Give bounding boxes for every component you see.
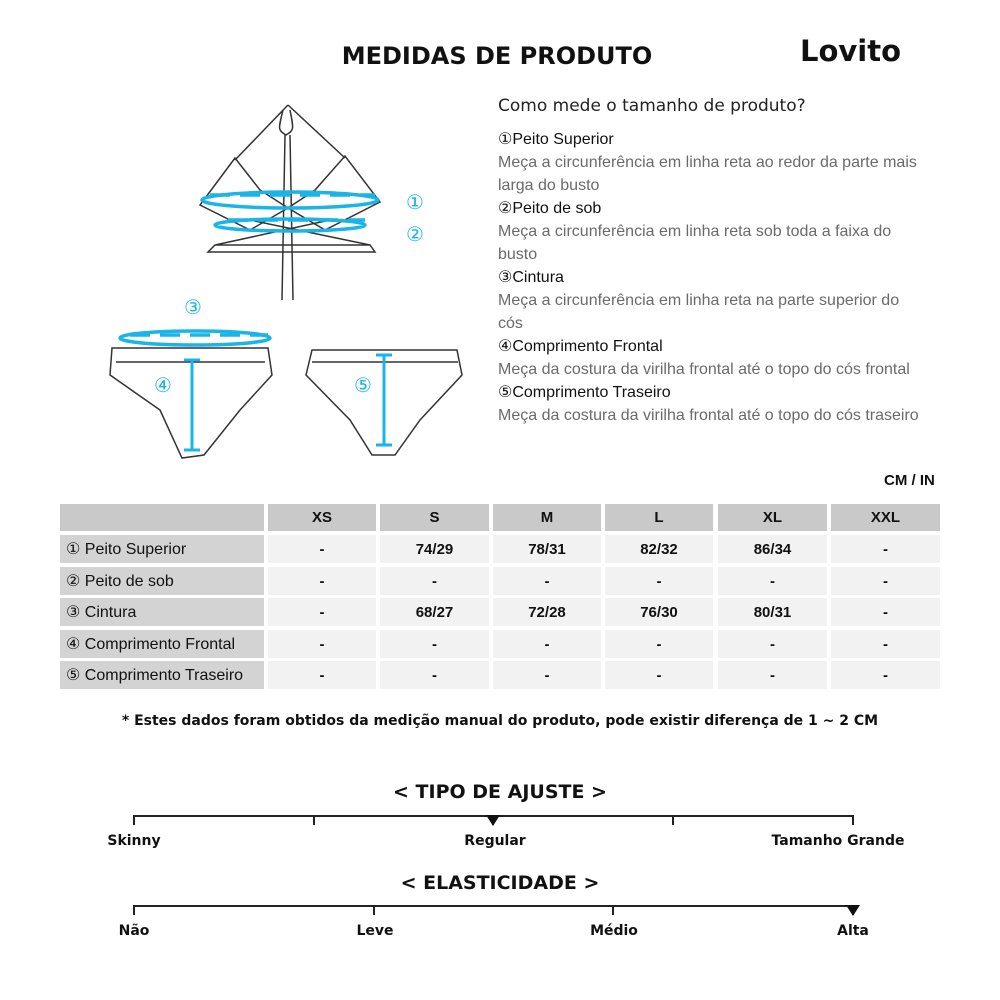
- elasticity-tick: [612, 905, 614, 915]
- table-header-size: L: [605, 504, 713, 531]
- table-row-label: ① Peito Superior: [60, 535, 264, 563]
- elasticity-label-medium: Médio: [590, 923, 638, 939]
- table-cell: -: [718, 567, 827, 595]
- table-cell: 76/30: [605, 598, 713, 626]
- fit-tick: [313, 815, 315, 825]
- unit-label: CM / IN: [884, 472, 935, 489]
- elasticity-selected-marker-icon: [846, 905, 860, 916]
- guide-item-name: ③Cintura: [498, 269, 564, 286]
- table-row-label: ③ Cintura: [60, 598, 264, 626]
- table-cell: 74/29: [380, 535, 489, 563]
- table-cell: -: [831, 598, 940, 626]
- fit-label-skinny: Skinny: [107, 833, 161, 849]
- measurement-lines: [118, 190, 392, 452]
- table-cell: -: [831, 567, 940, 595]
- table-cell: -: [718, 630, 827, 658]
- table-cell: -: [831, 535, 940, 563]
- fit-tick: [672, 815, 674, 825]
- table-header-size: XL: [718, 504, 827, 531]
- guide-item-desc: Meça a circunferência em linha reta ao r…: [498, 154, 917, 194]
- table-cell: -: [268, 598, 376, 626]
- table-cell: -: [380, 661, 489, 689]
- table-cell: 72/28: [493, 598, 601, 626]
- table-cell: -: [268, 535, 376, 563]
- table-cell: -: [380, 567, 489, 595]
- table-header-size: S: [380, 504, 489, 531]
- marker-4: ④: [154, 373, 172, 397]
- guide-item-desc: Meça a circunferência em linha reta na p…: [498, 292, 900, 332]
- elasticity-label-light: Leve: [356, 923, 394, 939]
- table-cell: 82/32: [605, 535, 713, 563]
- marker-2: ②: [406, 222, 424, 246]
- table-row-label: ⑤ Comprimento Traseiro: [60, 661, 264, 689]
- bikini-top-illustration: [198, 104, 382, 301]
- table-cell: 78/31: [493, 535, 601, 563]
- measurement-note: * Estes dados foram obtidos da medição m…: [121, 713, 879, 729]
- guide-item-desc: Meça da costura da virilha frontal até o…: [498, 407, 919, 424]
- fit-selected-marker-icon: [486, 815, 500, 826]
- table-cell: -: [493, 567, 601, 595]
- elasticity-label-high: Alta: [837, 923, 869, 939]
- fit-label-plus: Tamanho Grande: [771, 833, 905, 849]
- table-cell: -: [718, 661, 827, 689]
- elasticity-label-none: Não: [118, 923, 150, 939]
- table-cell: 86/34: [718, 535, 827, 563]
- table-cell: -: [380, 630, 489, 658]
- table-row-label: ② Peito de sob: [60, 567, 264, 595]
- table-header-size: XS: [268, 504, 376, 531]
- elasticity-scale-line: [134, 905, 854, 907]
- table-cell: 80/31: [718, 598, 827, 626]
- guide-item-desc: Meça a circunferência em linha reta sob …: [498, 223, 892, 263]
- guide-item-name: ②Peito de sob: [498, 200, 602, 217]
- marker-3: ③: [184, 295, 202, 319]
- table-cell: 68/27: [380, 598, 489, 626]
- table-cell: -: [268, 567, 376, 595]
- table-row-label: ④ Comprimento Frontal: [60, 630, 264, 658]
- table-cell: -: [831, 630, 940, 658]
- guide-item-desc: Meça da costura da virilha frontal até o…: [498, 361, 910, 378]
- measurement-diagram: ① ② ③ ④ ⑤: [109, 104, 463, 459]
- guide-item-name: ①Peito Superior: [498, 131, 614, 148]
- fit-tick: [852, 815, 854, 825]
- fit-tick: [133, 815, 135, 825]
- table-cell: -: [268, 661, 376, 689]
- table-cell: -: [493, 630, 601, 658]
- guide-item-name: ⑤Comprimento Traseiro: [498, 384, 671, 401]
- table-cell: -: [605, 567, 713, 595]
- marker-5: ⑤: [354, 373, 372, 397]
- table-header-corner: [60, 504, 264, 531]
- measurement-guide: ①Peito Superior Meça a circunferência em…: [498, 128, 928, 427]
- elasticity-title: < ELASTICIDADE >: [400, 872, 600, 894]
- marker-1: ①: [406, 190, 424, 214]
- table-cell: -: [831, 661, 940, 689]
- table-header-size: M: [493, 504, 601, 531]
- table-header-size: XXL: [831, 504, 940, 531]
- fit-label-regular: Regular: [464, 833, 526, 849]
- guide-item-name: ④Comprimento Frontal: [498, 338, 663, 355]
- table-cell: -: [605, 630, 713, 658]
- elasticity-tick: [133, 905, 135, 915]
- table-cell: -: [493, 661, 601, 689]
- brand-logo: Lovito: [800, 34, 902, 68]
- fit-title: < TIPO DE AJUSTE >: [393, 781, 607, 803]
- elasticity-tick: [373, 905, 375, 915]
- guide-question: Como mede o tamanho de produto?: [498, 96, 806, 116]
- page-title: MEDIDAS DE PRODUTO: [341, 42, 653, 70]
- table-cell: -: [605, 661, 713, 689]
- table-cell: -: [268, 630, 376, 658]
